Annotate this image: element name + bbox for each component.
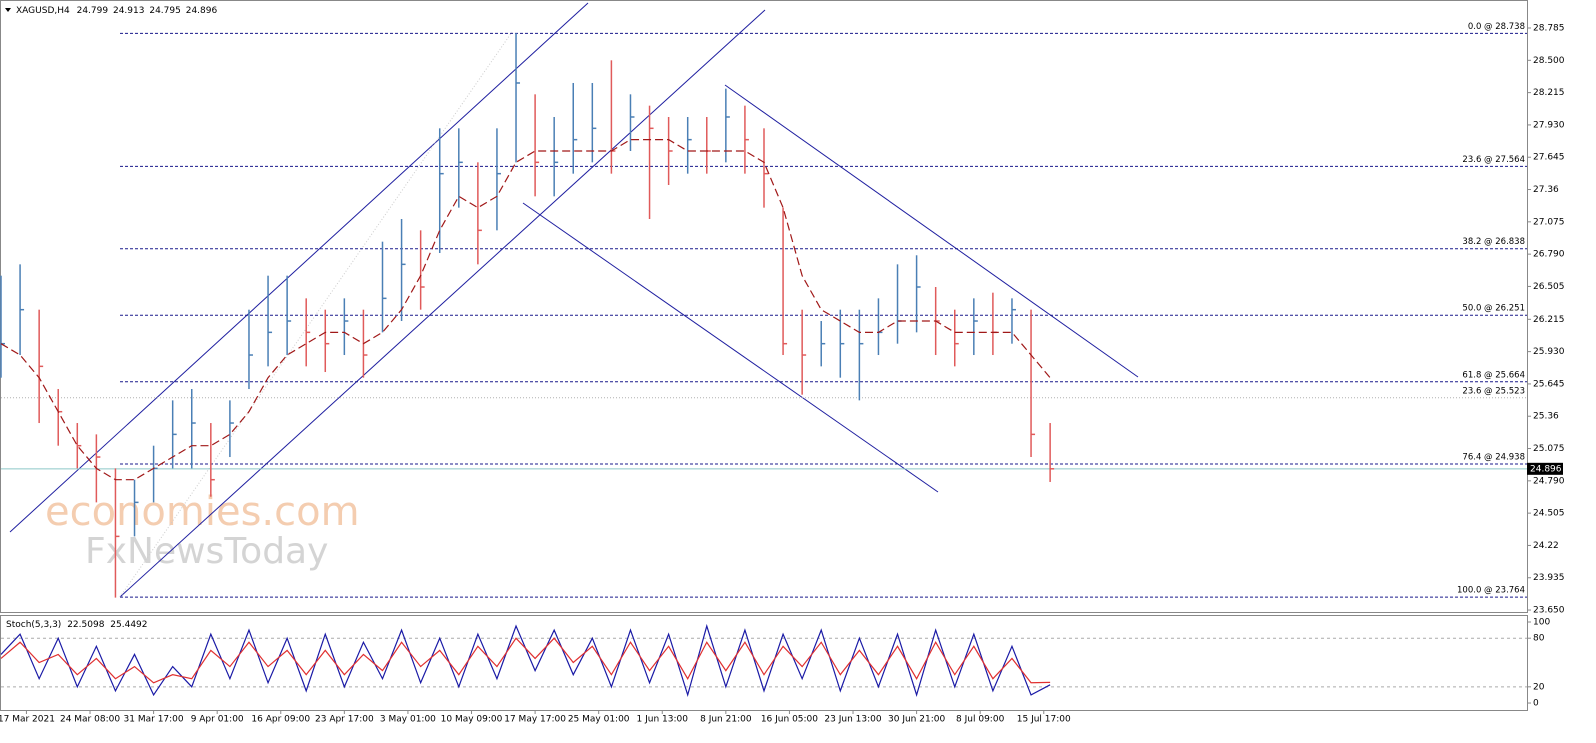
y-tick-label: 25.645 <box>1533 379 1565 389</box>
menu-arrow <box>5 8 11 12</box>
y-tick-label: 20 <box>1533 682 1545 692</box>
fib-label: 23.6 @ 27.564 <box>1462 155 1525 165</box>
y-tick-label: 28.215 <box>1533 88 1565 98</box>
y-tick-label: 28.785 <box>1533 24 1565 34</box>
y-tick-label: 23.935 <box>1533 573 1565 583</box>
fib-label: 0.0 @ 28.738 <box>1468 22 1525 32</box>
y-tick-label: 23.650 <box>1533 606 1565 616</box>
fib-label: 61.8 @ 25.664 <box>1462 370 1525 380</box>
y-tick-label: 25.36 <box>1533 412 1559 422</box>
indicator-value: 22.5098 <box>67 620 104 630</box>
price-tag-label: 24.896 <box>1530 464 1562 474</box>
indicator-name: Stoch(5,3,3) <box>6 620 61 630</box>
x-tick-label: 9 Apr 01:00 <box>191 715 244 725</box>
fib-base-line <box>119 31 513 598</box>
y-tick-label: 24.505 <box>1533 509 1565 519</box>
y-tick-label: 26.790 <box>1533 250 1565 260</box>
indicator-value: 25.4492 <box>110 620 147 630</box>
x-tick-label: 25 May 01:00 <box>568 715 630 725</box>
y-tick-label: 27.645 <box>1533 153 1565 163</box>
fib-label: 76.4 @ 24.938 <box>1462 453 1525 463</box>
channel-line <box>724 84 1139 378</box>
x-tick-label: 15 Jul 17:00 <box>1017 715 1071 725</box>
x-tick-label: 8 Jul 09:00 <box>956 715 1005 725</box>
y-tick-label: 26.505 <box>1533 282 1565 292</box>
stoch-frame <box>0 615 1528 711</box>
stoch-line <box>0 623 1051 698</box>
y-tick-label: 80 <box>1533 634 1545 644</box>
quote: 24.913 <box>113 6 145 16</box>
stoch-line <box>0 637 1051 684</box>
x-tick-label: 1 Jun 13:00 <box>637 715 689 725</box>
channel-line <box>522 202 939 493</box>
y-tick-label: 28.500 <box>1533 56 1565 66</box>
x-tick-label: 23 Apr 17:00 <box>315 715 374 725</box>
watermark: economies.com <box>45 489 360 535</box>
y-tick-label: 25.075 <box>1533 444 1565 454</box>
x-tick-label: 16 Apr 09:00 <box>251 715 310 725</box>
fib-label: 100.0 @ 23.764 <box>1457 586 1525 596</box>
y-tick-label: 100 <box>1533 617 1550 627</box>
y-tick-label: 25.930 <box>1533 347 1565 357</box>
quote: 24.896 <box>186 6 218 16</box>
y-tick-label: 26.215 <box>1533 315 1565 325</box>
fib-label: 50.0 @ 26.251 <box>1462 304 1525 314</box>
x-tick-label: 30 Jun 21:00 <box>888 715 945 725</box>
channel-line <box>119 9 766 598</box>
y-tick-label: 24.22 <box>1533 541 1559 551</box>
fib-label: 23.6 @ 25.523 <box>1462 386 1525 396</box>
symbol: XAGUSD,H4 <box>16 6 70 16</box>
x-tick-label: 16 Jun 05:00 <box>761 715 818 725</box>
y-tick-label: 27.36 <box>1533 185 1559 195</box>
moving-average <box>0 139 1051 481</box>
y-tick-label: 24.790 <box>1533 476 1565 486</box>
x-tick-label: 10 May 09:00 <box>441 715 503 725</box>
y-tick-label: 27.075 <box>1533 217 1565 227</box>
x-tick-label: 8 Jun 21:00 <box>700 715 752 725</box>
x-tick-label: 3 May 01:00 <box>380 715 436 725</box>
indicator-header: Stoch(5,3,3) 22.5098 25.4492 <box>6 620 148 630</box>
x-tick-label: 23 Jun 13:00 <box>824 715 881 725</box>
quote: 24.795 <box>149 6 181 16</box>
channel-line <box>9 2 589 533</box>
x-tick-label: 31 Mar 17:00 <box>124 715 184 725</box>
header: XAGUSD,H4 24.799 24.913 24.795 24.896 <box>16 6 217 16</box>
y-tick-label: 27.930 <box>1533 120 1565 130</box>
y-tick-label: 0 <box>1533 699 1539 709</box>
trend-lines <box>9 2 1139 598</box>
fib-label: 38.2 @ 26.838 <box>1462 237 1525 247</box>
x-tick-label: 17 Mar 2021 <box>0 715 55 725</box>
x-tick-label: 17 May 17:00 <box>504 715 566 725</box>
x-tick-label: 24 Mar 08:00 <box>60 715 120 725</box>
quote: 24.799 <box>77 6 109 16</box>
watermark: FxNewsToday <box>85 531 328 572</box>
price-tag <box>1527 462 1563 475</box>
